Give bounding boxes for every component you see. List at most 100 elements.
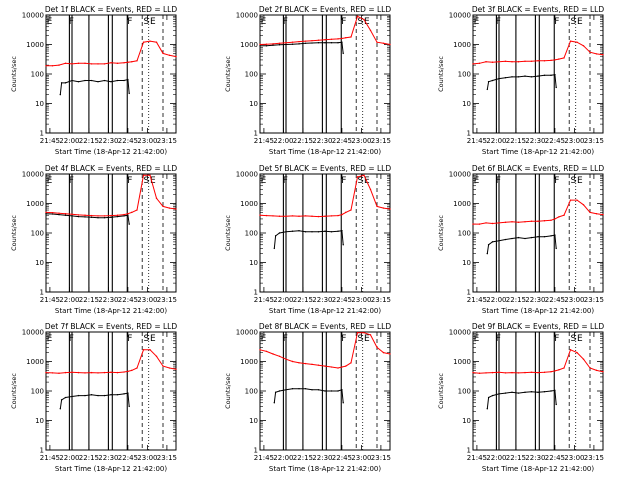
data-point (530, 236, 533, 239)
x-tick-label: 22:15 (293, 296, 313, 304)
data-point (530, 390, 533, 393)
data-point (350, 362, 352, 364)
data-point (317, 215, 320, 218)
data-point (304, 231, 307, 233)
data-point (342, 402, 344, 404)
x-tick-label: 21:45 (254, 296, 274, 304)
data-point (350, 209, 352, 211)
data-point (324, 42, 326, 44)
chart-title: Det 4f BLACK = Events, RED = LLD (45, 164, 178, 173)
chart-panel: Det 5f BLACK = Events, RED = LLD Counts/s… (224, 164, 391, 315)
data-point (563, 367, 565, 369)
data-point (486, 408, 488, 410)
x-tick-label: 21:45 (467, 296, 487, 304)
series-line (472, 40, 604, 65)
data-point (524, 75, 526, 77)
y-tick-label: 1 (254, 130, 258, 138)
x-axis-label: Start Time (18-Apr-12 21:42:00) (269, 307, 381, 315)
data-point (273, 402, 275, 404)
region-label: E (261, 334, 267, 344)
y-tick-label: 10000 (22, 12, 44, 20)
plot-frame (45, 331, 177, 451)
data-point (128, 223, 130, 225)
data-point (511, 61, 513, 63)
data-point (543, 235, 546, 238)
data-point (341, 366, 343, 368)
data-point (45, 213, 47, 215)
data-point (537, 220, 539, 222)
data-point (569, 199, 572, 201)
data-point (274, 391, 277, 394)
data-point (550, 59, 552, 62)
data-point (363, 174, 365, 177)
x-tick-label: 22:45 (545, 296, 565, 304)
region-label: S (144, 334, 150, 344)
data-point (504, 238, 507, 241)
data-point (491, 394, 494, 397)
x-tick-label: 21:45 (467, 454, 487, 462)
data-point (90, 371, 93, 374)
data-point (77, 80, 80, 83)
data-point (285, 389, 287, 391)
y-tick-label: 100 (245, 388, 258, 396)
data-point (485, 222, 487, 224)
data-point (498, 393, 500, 395)
data-point (589, 211, 591, 214)
data-point (97, 217, 99, 219)
data-point (517, 61, 520, 63)
data-point (550, 390, 552, 392)
data-point (389, 43, 391, 46)
data-point (317, 231, 320, 233)
data-point (537, 235, 539, 238)
data-point (576, 41, 578, 43)
region-label: E (150, 176, 156, 186)
x-axis-label: Start Time (18-Apr-12 21:42:00) (55, 148, 167, 156)
data-point (155, 41, 158, 43)
data-point (563, 57, 565, 59)
data-point (285, 215, 287, 217)
data-point (116, 393, 119, 396)
x-tick-label: 23:00 (351, 296, 371, 304)
data-point (136, 60, 138, 62)
data-point (123, 393, 125, 395)
region-label: E (364, 17, 370, 27)
region-label: F (127, 176, 132, 186)
series-line (486, 74, 557, 90)
data-point (285, 43, 287, 46)
region-label: S (144, 176, 150, 186)
x-tick-label: 22:00 (273, 137, 293, 145)
x-tick-label: 22:30 (525, 454, 545, 462)
data-point (330, 366, 333, 368)
data-point (382, 207, 385, 209)
x-tick-label: 23:15 (371, 454, 391, 462)
data-point (64, 396, 67, 399)
data-point (58, 64, 60, 66)
data-point (554, 234, 556, 236)
data-point (116, 215, 119, 218)
data-point (116, 371, 119, 374)
y-tick-label: 1 (254, 447, 258, 455)
data-point (550, 235, 552, 237)
x-axis-label: Start Time (18-Apr-12 21:42:00) (482, 307, 594, 315)
data-point (175, 368, 177, 370)
x-tick-label: 22:15 (506, 296, 526, 304)
y-axis-label: Counts/sec (224, 56, 232, 92)
region-label: E (261, 176, 267, 186)
data-point (511, 237, 513, 240)
data-point (142, 41, 145, 43)
data-point (71, 215, 73, 217)
y-tick-label: 1000 (240, 200, 258, 208)
data-point (265, 45, 268, 47)
data-point (90, 214, 93, 217)
data-point (110, 80, 112, 83)
data-point (345, 365, 347, 367)
data-point (311, 389, 313, 391)
data-point (337, 230, 339, 232)
data-point (304, 215, 307, 217)
series-line (472, 349, 604, 374)
data-point (311, 363, 313, 366)
plot-frame (472, 173, 604, 293)
region-label: E (474, 334, 480, 344)
x-tick-label: 22:15 (79, 137, 99, 145)
y-axis-label: Counts/sec (10, 373, 18, 409)
